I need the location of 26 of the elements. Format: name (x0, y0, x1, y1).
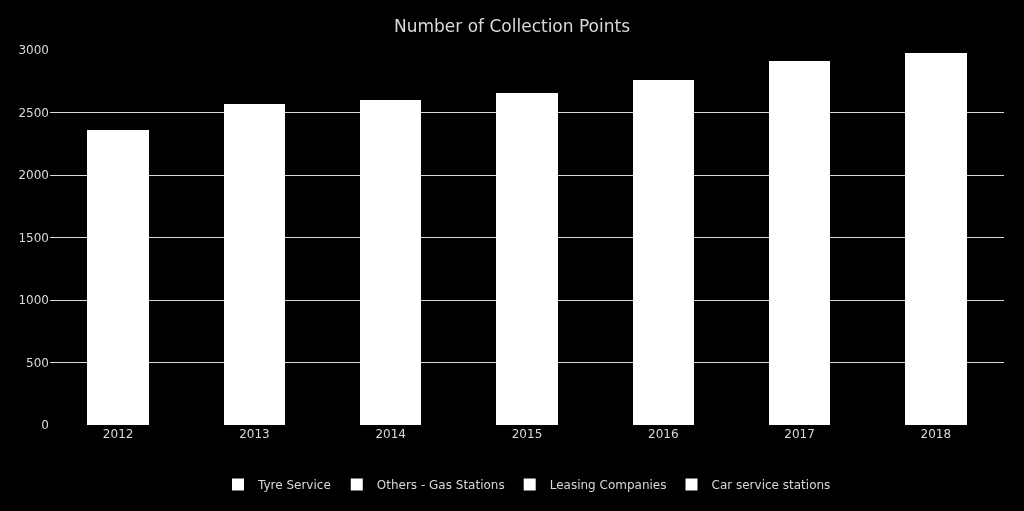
y-tick-label: 2500 (18, 105, 49, 120)
y-tick-label: 2000 (18, 168, 49, 183)
y-tick-label: 500 (26, 355, 49, 370)
x-tick-label: 2017 (784, 427, 815, 441)
legend-label: Car service stations (711, 478, 831, 493)
x-tick-label: 2012 (102, 427, 134, 441)
legend-label: Tyre Service (257, 478, 331, 493)
bar (768, 61, 831, 425)
bar (496, 92, 558, 425)
x-tick-label: 2018 (920, 427, 952, 441)
bar (905, 53, 967, 425)
legend-label: Others - Gas Stations (376, 478, 505, 493)
x-tick-label: 2015 (511, 427, 543, 441)
bar (360, 100, 422, 425)
x-tick-label: 2013 (239, 427, 270, 441)
y-tick-label: 0 (41, 418, 49, 433)
bar (223, 103, 286, 425)
y-tick-label: 1000 (18, 293, 49, 308)
chart-title: Number of Collection Points (393, 16, 631, 37)
bar (632, 80, 694, 425)
bar (87, 130, 149, 425)
legend-label: Leasing Companies (549, 478, 667, 493)
y-tick-label: 1500 (18, 230, 49, 245)
y-tick-label: 3000 (18, 43, 49, 58)
x-tick-label: 2016 (648, 427, 679, 441)
x-tick-label: 2014 (375, 427, 406, 441)
